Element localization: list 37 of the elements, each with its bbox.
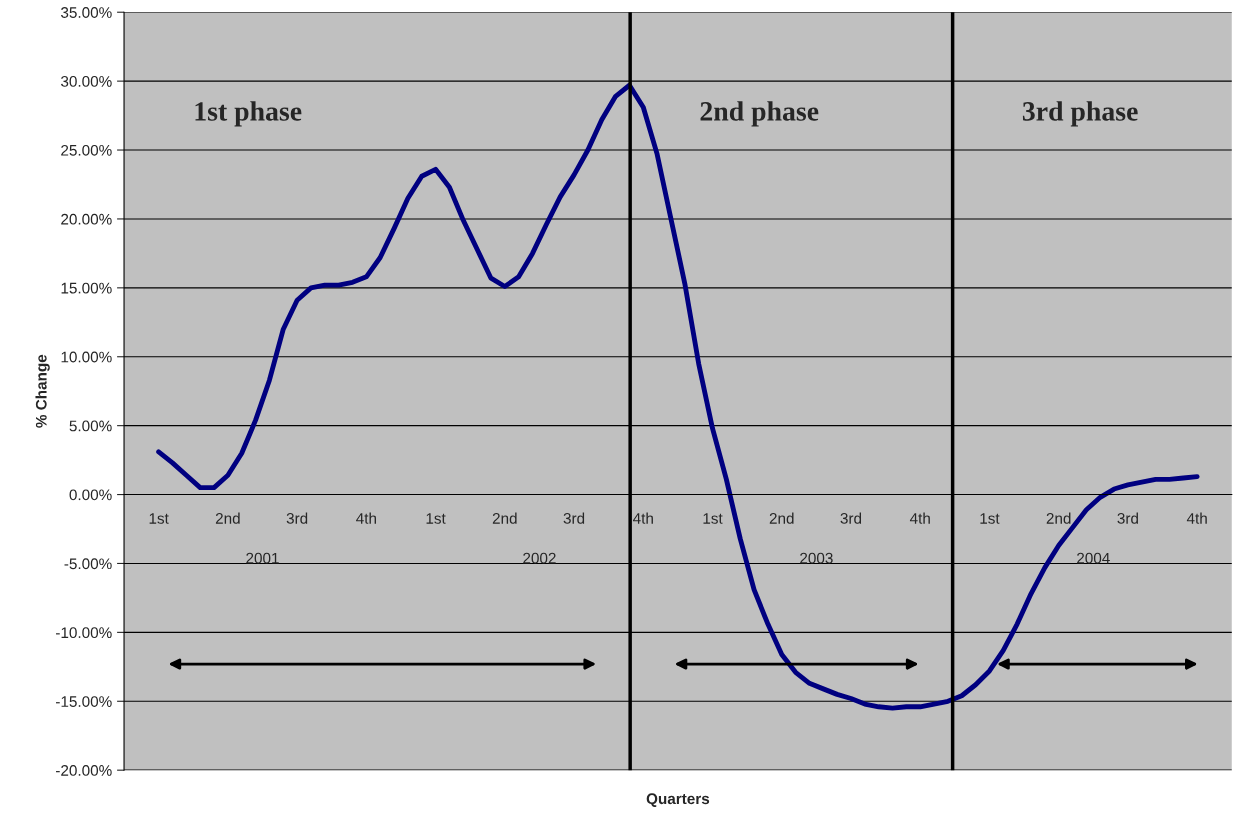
x-tick-label: 2nd [1046,512,1071,524]
x-tick-label: 2nd [215,512,240,524]
y-axis-title: % Change [35,354,50,428]
annotation: 2003 [800,552,833,564]
y-tick-label: 5.00% [69,420,112,432]
y-tick-label: 10.00% [61,351,112,363]
y-tick-label: -5.00% [64,558,112,570]
annotation: 1st phase [195,101,302,127]
x-tick-label: 2nd [769,512,794,524]
annotation: 2001 [246,552,279,564]
x-tick-label: 1st [149,513,169,524]
y-tick-label: 35.00% [61,7,112,18]
x-tick-label: 4th [1186,512,1207,524]
y-tick-label: -10.00% [56,627,112,639]
x-tick-label: 1st [426,513,446,524]
y-tick-label: -20.00% [56,765,112,776]
annotation: 2002 [523,552,556,564]
x-tick-label: 3rd [840,512,862,524]
x-tick-label: 3rd [1117,512,1138,524]
x-tick-label: 3rd [286,512,308,524]
y-tick-label: 0.00% [69,489,112,501]
y-tick-label: 30.00% [61,76,112,87]
annotation: 2nd phase [700,101,819,127]
x-tick-label: 1st [703,513,723,524]
annotation: 3rd phase [1022,101,1138,127]
x-tick-label: 2nd [492,512,517,524]
y-tick-label: 25.00% [61,144,112,156]
x-axis-title: Quarters [646,793,710,807]
y-tick-label: 20.00% [61,213,112,225]
annotation: 2004 [1077,552,1110,564]
y-tick-label: 15.00% [61,282,112,294]
y-tick-label: -15.00% [56,696,112,707]
x-tick-label: 4th [633,512,653,524]
x-tick-label: 4th [909,512,930,524]
x-tick-label: 4th [356,512,376,524]
x-tick-label: 1st [980,513,1000,524]
x-tick-label: 3rd [563,512,585,524]
